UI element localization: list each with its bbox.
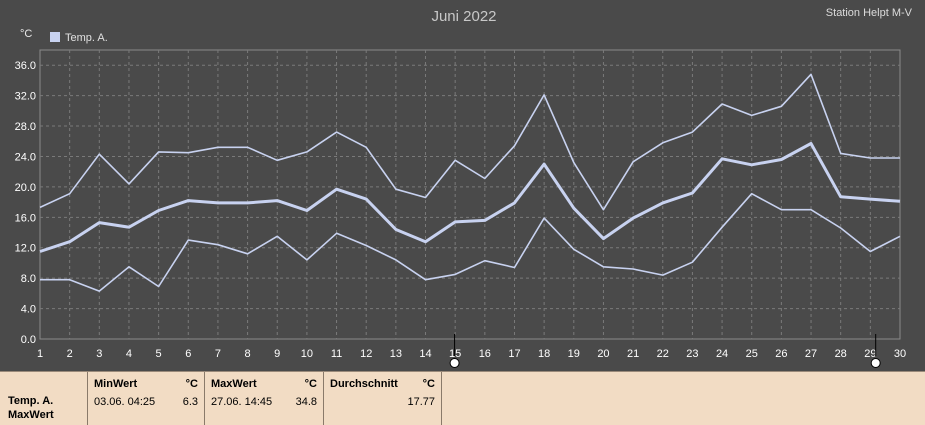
min-value: 6.3 xyxy=(182,396,198,408)
series-line-max xyxy=(39,73,900,211)
series-line-mean xyxy=(39,142,901,253)
series-line-min xyxy=(40,192,901,292)
max-header: MaxWert xyxy=(211,378,257,390)
y-tick-label: 12.0 xyxy=(15,243,36,255)
plot-area xyxy=(39,49,901,340)
legend-label: Temp. A. xyxy=(65,32,108,44)
x-tick-label: 20 xyxy=(597,348,609,360)
x-tick-label: 28 xyxy=(835,348,847,360)
x-tick-label: 13 xyxy=(390,348,402,360)
x-tick-label: 9 xyxy=(274,348,280,360)
y-axis-unit: °C xyxy=(20,28,32,40)
y-tick-label: 16.0 xyxy=(15,212,36,224)
average-header: Durchschnitt xyxy=(330,378,398,390)
x-tick-label: 15 xyxy=(449,348,461,360)
max-value: 34.8 xyxy=(295,396,317,408)
x-tick-label: 18 xyxy=(538,348,550,360)
y-tick-label: 20.0 xyxy=(15,182,36,194)
max-datetime: 27.06. 14:45 xyxy=(211,396,273,408)
x-tick-label: 21 xyxy=(627,348,639,360)
y-tick-label: 4.0 xyxy=(21,304,36,316)
x-tick-label: 11 xyxy=(331,348,342,360)
min-datetime: 03.06. 04:25 xyxy=(94,396,156,408)
x-tick-label: 1 xyxy=(37,348,43,360)
x-tick-label: 29 xyxy=(864,348,876,360)
min-unit: °C xyxy=(185,378,198,390)
chart-title: Juni 2022 xyxy=(431,8,496,25)
x-tick-label: 2 xyxy=(67,348,73,360)
legend-swatch xyxy=(50,32,60,42)
y-tick-label: 0.0 xyxy=(21,334,36,346)
y-tick-label: 32.0 xyxy=(15,91,36,103)
x-tick-label: 22 xyxy=(657,348,669,360)
average-unit: °C xyxy=(422,378,435,390)
x-tick-label: 17 xyxy=(508,348,520,360)
x-tick-label: 25 xyxy=(746,348,758,360)
x-tick-label: 3 xyxy=(96,348,102,360)
station-name: Station Helpt M-V xyxy=(826,7,913,19)
x-tick-label: 10 xyxy=(301,348,313,360)
y-tick-label: 28.0 xyxy=(15,121,36,133)
temperature-chart: Juni 2022 Station Helpt M-V °C Temp. A. … xyxy=(15,7,913,368)
x-axis: 1 2 3 4 5 6 7 8 9 10 11 12 13 14 15 16 17 18 19 20 21 22 23 24 2… xyxy=(37,348,906,360)
x-tick-label: 26 xyxy=(775,348,787,360)
stats-sensor-label: Temp. A. xyxy=(8,395,54,407)
y-tick-label: 24.0 xyxy=(15,151,36,163)
x-tick-label: 4 xyxy=(126,348,132,360)
marker-open-circle[interactable] xyxy=(449,358,460,368)
x-tick-label: 8 xyxy=(245,348,251,360)
x-tick-label: 19 xyxy=(568,348,580,360)
x-tick-label: 23 xyxy=(686,348,698,360)
x-tick-label: 24 xyxy=(716,348,728,360)
stats-max-column: MaxWert °C 27.06. 14:45 34.8 xyxy=(205,372,324,425)
x-tick-label: 7 xyxy=(215,348,221,360)
stats-type-label: MaxWert xyxy=(8,409,54,421)
x-tick-label: 6 xyxy=(185,348,191,360)
x-tick-label: 16 xyxy=(479,348,491,360)
x-tick-label: 27 xyxy=(805,348,817,360)
x-tick-label: 14 xyxy=(419,348,431,360)
min-header: MinWert xyxy=(94,378,138,390)
max-unit: °C xyxy=(304,378,317,390)
x-tick-label: 30 xyxy=(894,348,906,360)
stats-panel: Temp. A. MaxWert MinWert °C 03.06. 04:25… xyxy=(0,371,925,425)
x-tick-label: 12 xyxy=(360,348,372,360)
series-lines xyxy=(39,73,901,292)
average-value: 17.77 xyxy=(407,396,435,408)
stats-min-column: MinWert °C 03.06. 04:25 6.3 xyxy=(88,372,205,425)
stats-row-labels: Temp. A. MaxWert xyxy=(0,372,88,425)
stats-average-column: Durchschnitt °C 17.77 xyxy=(324,372,442,425)
x-tick-label: 5 xyxy=(156,348,162,360)
y-tick-label: 8.0 xyxy=(21,273,36,285)
day-markers[interactable] xyxy=(449,334,881,368)
y-axis: 0.0 4.0 8.0 12.0 16.0 20.0 24.0 28.0 32.0 36.0 xyxy=(15,60,36,346)
marker-filled-circle[interactable] xyxy=(870,358,881,368)
y-tick-label: 36.0 xyxy=(15,60,36,72)
